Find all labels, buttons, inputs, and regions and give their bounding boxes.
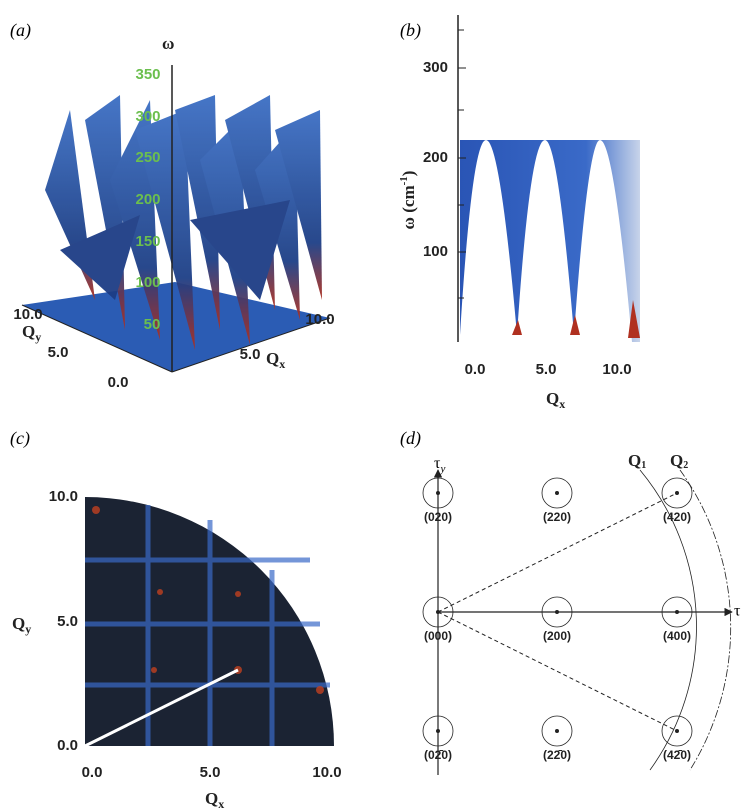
z-tick-label: 300 xyxy=(135,108,160,125)
y-tick-label: 0.0 xyxy=(57,737,78,754)
x-tick-label: 10.0 xyxy=(602,361,631,378)
panel-label: (d) xyxy=(400,428,421,449)
panel-a: (a) ω 350 300 250 200 150 100 50 10.0 5.… xyxy=(10,20,335,391)
z-tick-label: 350 xyxy=(135,66,160,83)
y-axis-label: Qy xyxy=(22,322,41,344)
point-label: (42̄0) xyxy=(663,748,691,762)
panel-b: (b) 300 200 100 ω (cm-1) 0.0 5.0 10.0 Qx xyxy=(398,15,640,411)
dispersion-surface xyxy=(460,140,640,342)
z-tick-label: 100 xyxy=(135,274,160,291)
panel-label: (c) xyxy=(10,428,30,449)
surface xyxy=(45,95,322,350)
x-axis xyxy=(171,317,331,373)
x-axis-label: Qx xyxy=(266,349,285,371)
x-tick-label: 5.0 xyxy=(240,346,261,363)
y-tick-label: 200 xyxy=(423,149,448,166)
x-tick-label: 10.0 xyxy=(312,764,341,781)
y-axis-label: ω (cm-1) xyxy=(398,171,418,230)
point-label: (220) xyxy=(543,510,571,524)
point-label: (02̄0) xyxy=(424,748,452,762)
q-vector xyxy=(437,611,678,732)
tau-x-label: τ xyxy=(734,603,741,620)
panel-label: (a) xyxy=(10,20,31,41)
x-tick-label: 0.0 xyxy=(465,361,486,378)
z-tick-label: 250 xyxy=(135,149,160,166)
x-tick-label: 10.0 xyxy=(305,311,334,328)
x-tick-label: 5.0 xyxy=(536,361,557,378)
x-axis-label: Qx xyxy=(546,389,565,411)
surface-base xyxy=(22,282,330,372)
z-tick-label: 200 xyxy=(135,191,160,208)
q2-label: Q2 xyxy=(670,451,688,471)
point-label: (400) xyxy=(663,629,691,643)
y-tick-label: 100 xyxy=(423,243,448,260)
point-label: (200) xyxy=(543,629,571,643)
path-line xyxy=(84,668,239,748)
y-tick-label: 10.0 xyxy=(13,306,42,323)
y-tick-label: 0.0 xyxy=(108,374,129,391)
q2-arc xyxy=(679,469,732,771)
q1-arc xyxy=(639,469,697,771)
y-tick-label: 300 xyxy=(423,59,448,76)
y-tick-label: 5.0 xyxy=(57,613,78,630)
z-axis-label: ω xyxy=(162,34,174,53)
y-tick-label: 10.0 xyxy=(49,488,78,505)
q1-label: Q1 xyxy=(628,451,646,471)
panel-label: (b) xyxy=(400,20,421,41)
point-label: (22̄0) xyxy=(543,748,571,762)
x-tick-label: 0.0 xyxy=(82,764,103,781)
y-axis-label: Qy xyxy=(12,614,31,636)
x-axis-label: Qx xyxy=(205,789,224,809)
panel-c: (c) 10.0 5.0 0.0 Qy 0.0 5.0 10.0 Qx xyxy=(10,428,342,809)
panel-d-text: (d) (020) (220) (420) (000) (200) (400) … xyxy=(400,428,741,762)
point-label: (020) xyxy=(424,510,452,524)
z-tick-label: 50 xyxy=(144,316,161,333)
y-tick-label: 5.0 xyxy=(48,344,69,361)
tau-y-label: τy xyxy=(434,455,445,475)
panel-d xyxy=(422,469,733,775)
point-label: (420) xyxy=(663,510,691,524)
y-axis xyxy=(21,304,173,373)
z-tick-label: 150 xyxy=(135,233,160,250)
q-vector xyxy=(437,492,678,613)
point-label: (000) xyxy=(424,629,452,643)
reciprocal-points xyxy=(422,477,693,747)
x-tick-label: 5.0 xyxy=(200,764,221,781)
